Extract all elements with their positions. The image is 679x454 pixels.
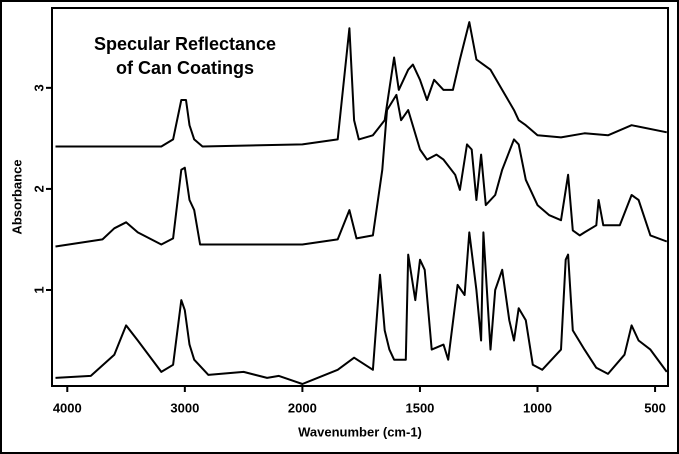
x-tick-label: 3000 — [170, 400, 199, 415]
x-tick-label: 2000 — [288, 400, 317, 415]
chart-title: Specular Reflectance — [94, 34, 276, 54]
plot-frame — [51, 7, 669, 387]
y-tick-label: 2 — [31, 185, 46, 192]
y-axis-label: Absorbance — [9, 159, 24, 234]
y-tick-label: 1 — [31, 286, 46, 293]
x-tick-label: 1500 — [405, 400, 434, 415]
x-axis-label: Wavenumber (cm-1) — [298, 424, 422, 439]
spectrum-line — [55, 93, 668, 248]
spectrum-line — [55, 21, 667, 148]
x-tick-label: 4000 — [53, 400, 82, 415]
y-tick-label: 3 — [31, 84, 46, 91]
x-tick-label: 1000 — [523, 400, 552, 415]
chart-title: of Can Coatings — [116, 58, 254, 78]
x-tick-label: 500 — [644, 400, 666, 415]
spectrum-line — [55, 231, 668, 385]
